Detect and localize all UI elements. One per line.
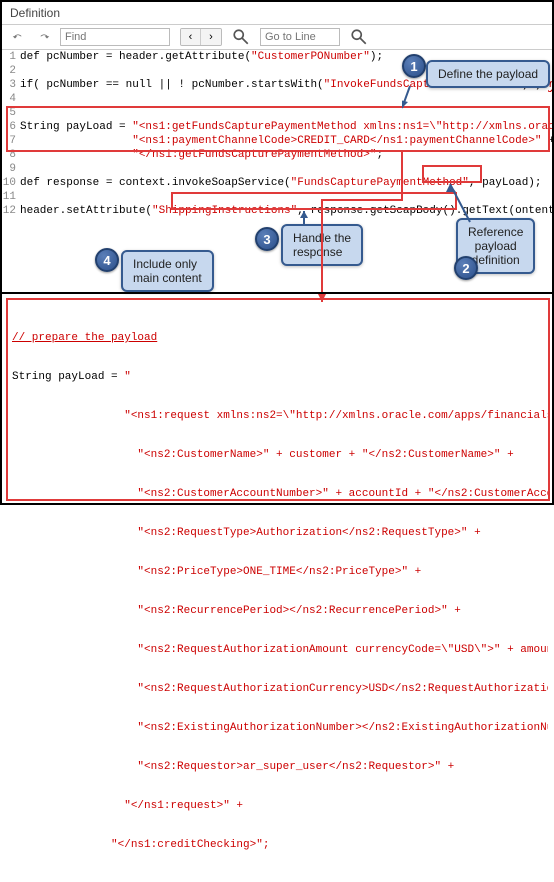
find-nav: ‹ › xyxy=(180,28,222,46)
chevron-right-icon: › xyxy=(209,31,213,43)
lower-code-block: // prepare the payload String payLoad = … xyxy=(6,302,548,882)
lower-line: "<ns2:PriceType>ONE_TIME</ns2:PriceType>… xyxy=(12,566,542,579)
search-icon[interactable] xyxy=(232,28,250,46)
undo-button[interactable] xyxy=(8,28,28,46)
callout-3: Handle the response xyxy=(281,224,363,266)
callout-number-2: 2 xyxy=(454,256,478,280)
lower-line: "<ns1:request xmlns:ns2=\"http://xmlns.o… xyxy=(12,410,542,423)
code-line: 8 "</ns1:getFundsCapturePaymentMethod>"; xyxy=(2,148,552,162)
goto-icon[interactable] xyxy=(350,28,368,46)
find-next-button[interactable]: › xyxy=(201,29,221,45)
code-line: 7 "<ns1:paymentChannelCode>CREDIT_CARD</… xyxy=(2,134,552,148)
code-line: 10def response = context.invokeSoapServi… xyxy=(2,176,552,190)
lower-line: "</ns1:request>" + xyxy=(12,800,542,813)
lower-line: "<ns2:ExistingAuthorizationNumber></ns2:… xyxy=(12,722,542,735)
find-prev-button[interactable]: ‹ xyxy=(181,29,201,45)
code-line: 6String payLoad = "<ns1:getFundsCaptureP… xyxy=(2,120,552,134)
code-line: 4 xyxy=(2,92,552,106)
redo-button[interactable] xyxy=(34,28,54,46)
code-line: 5 xyxy=(2,106,552,120)
toolbar: ‹ › xyxy=(2,25,552,50)
chevron-left-icon: ‹ xyxy=(189,31,193,43)
lower-line: String payLoad = " xyxy=(12,371,542,384)
lower-line: "<ns2:RequestAuthorizationCurrency>USD</… xyxy=(12,683,542,696)
lower-line: "<ns2:CustomerAccountNumber>" + accountI… xyxy=(12,488,542,501)
panel-title: Definition xyxy=(2,2,552,25)
lower-line: "</ns1:creditChecking>"; xyxy=(12,839,542,852)
lower-comment: // prepare the payload xyxy=(12,332,542,345)
lower-line: "<ns2:Requestor>ar_super_user</ns2:Reque… xyxy=(12,761,542,774)
callout-number-4: 4 xyxy=(95,248,119,272)
lower-line: "<ns2:RecurrencePeriod></ns2:RecurrenceP… xyxy=(12,605,542,618)
code-line: 12header.setAttribute("ShippingInstructi… xyxy=(2,204,552,218)
find-input[interactable] xyxy=(60,28,170,46)
goto-line-input[interactable] xyxy=(260,28,340,46)
lower-line: "<ns2:CustomerName>" + customer + "</ns2… xyxy=(12,449,542,462)
lower-line: "<ns2:RequestType>Authorization</ns2:Req… xyxy=(12,527,542,540)
code-line: 11 xyxy=(2,190,552,204)
callout-4: Include only main content xyxy=(121,250,214,292)
callout-number-1: 1 xyxy=(402,54,426,78)
lower-line: "<ns2:RequestAuthorizationAmount currenc… xyxy=(12,644,542,657)
code-line: 9 xyxy=(2,162,552,176)
callout-1: Define the payload xyxy=(426,60,550,88)
callout-number-3: 3 xyxy=(255,227,279,251)
